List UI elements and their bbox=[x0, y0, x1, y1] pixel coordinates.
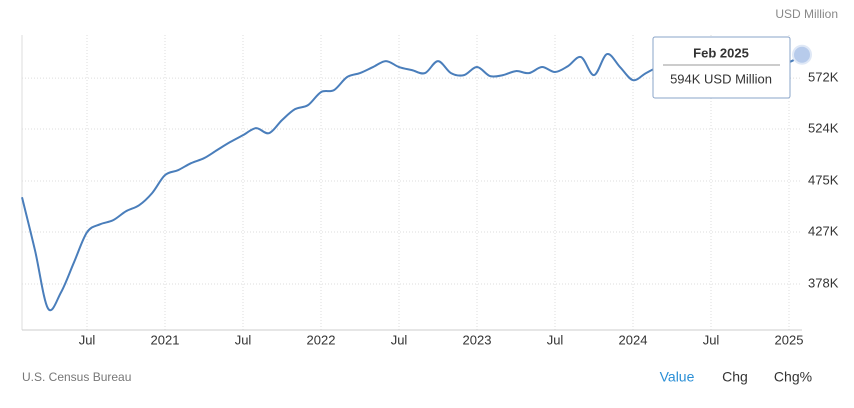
x-tick-label: 2023 bbox=[463, 332, 492, 347]
tooltip-box bbox=[652, 36, 791, 99]
y-tick-label: 572K bbox=[808, 70, 839, 85]
unit-label: USD Million bbox=[775, 7, 838, 21]
x-tick-label: Jul bbox=[703, 332, 720, 347]
tooltip-title: Feb 2025 bbox=[693, 45, 749, 60]
y-tick-label: 524K bbox=[808, 120, 839, 135]
x-tick-label: Jul bbox=[235, 332, 252, 347]
x-tick-label: 2025 bbox=[775, 332, 804, 347]
x-tick-label: 2024 bbox=[619, 332, 648, 347]
x-tick-label: 2022 bbox=[307, 332, 336, 347]
x-tick-label: Jul bbox=[79, 332, 96, 347]
hover-marker bbox=[792, 44, 812, 65]
y-tick-label: 475K bbox=[808, 172, 839, 187]
source: U.S. Census Bureau bbox=[22, 370, 131, 384]
chg-pct-button[interactable]: Chg% bbox=[774, 369, 812, 385]
tooltip: Feb 2025 594K USD Million bbox=[652, 36, 791, 99]
x-tick-label: 2021 bbox=[151, 332, 180, 347]
value-button[interactable]: Value bbox=[660, 369, 695, 385]
chg-button[interactable]: Chg bbox=[722, 369, 748, 385]
x-tick-label: Jul bbox=[391, 332, 408, 347]
y-tick-label: 427K bbox=[808, 223, 839, 238]
x-tick-label: Jul bbox=[547, 332, 564, 347]
tooltip-text: 594K USD Million bbox=[670, 71, 772, 86]
y-tick-label: 378K bbox=[808, 275, 839, 290]
